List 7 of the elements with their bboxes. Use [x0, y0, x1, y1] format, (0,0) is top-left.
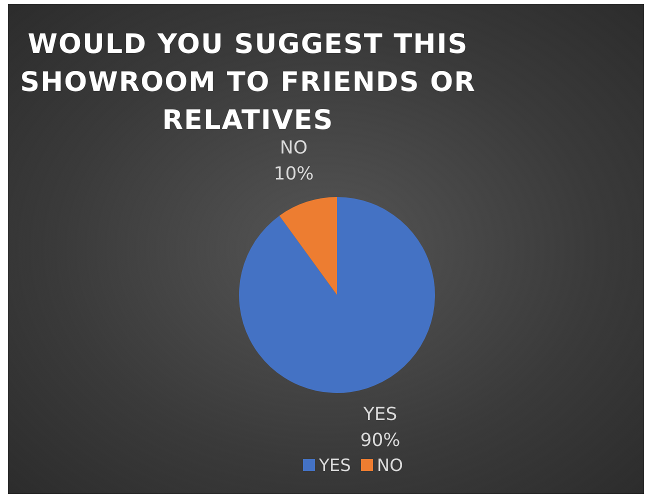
slice-label: NO — [280, 138, 308, 159]
legend-label: YES — [318, 456, 351, 476]
chart-title: WOULD YOU SUGGEST THIS SHOWROOM TO FRIENDS OR RELATIVES — [20, 29, 476, 136]
legend-label: NO — [376, 456, 404, 476]
data-label: 10% — [274, 164, 314, 185]
slice-label: YES — [362, 404, 398, 425]
data-label: 90% — [360, 430, 400, 451]
